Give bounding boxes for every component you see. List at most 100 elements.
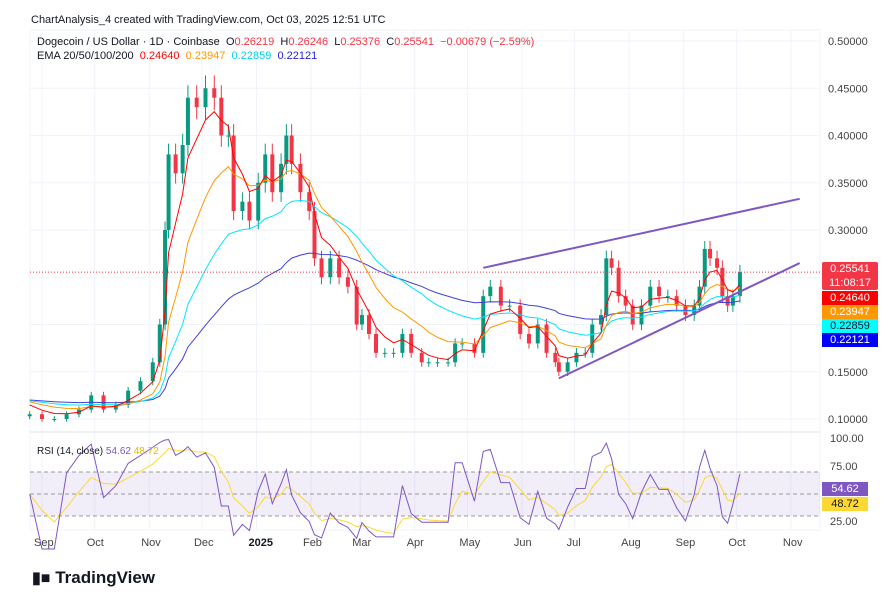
rsi-tick-75: 75.00 <box>830 461 858 473</box>
candle-body <box>391 352 396 354</box>
candle-body <box>426 362 431 364</box>
price-tick: 0.40000 <box>828 131 868 143</box>
rsi-line <box>29 439 741 550</box>
candle-body <box>702 248 707 287</box>
ema100-line <box>29 200 741 406</box>
candle-body <box>609 258 614 268</box>
candle-body <box>409 333 414 353</box>
candle-body <box>52 419 57 420</box>
candle-body <box>526 333 531 344</box>
last-price-label: 0.25541 11:08:17 <box>822 262 878 290</box>
candle-body <box>697 286 702 306</box>
ema50-value: 0.23947 <box>185 50 226 62</box>
candle-body <box>665 296 670 298</box>
open-value: 0.26219 <box>234 36 275 48</box>
tradingview-logo[interactable]: ▮■ TradingView <box>32 568 156 587</box>
candle-body <box>240 201 245 212</box>
ema20-line <box>29 110 741 415</box>
time-tick: May <box>459 537 480 549</box>
tv-logo-icon: ▮■ <box>32 570 51 587</box>
ema100-value: 0.22859 <box>231 50 272 62</box>
candle-body <box>630 305 635 325</box>
candle-body <box>203 88 208 108</box>
plot-frame <box>29 29 821 531</box>
trendline-lower <box>558 262 801 380</box>
candle-body <box>113 404 118 410</box>
time-tick: Aug <box>621 537 641 549</box>
rsi-ma-value: 48.72 <box>133 446 159 457</box>
price-tick: 0.50000 <box>828 36 868 48</box>
candle-body <box>247 201 252 221</box>
candle-body <box>337 258 342 278</box>
candle-body <box>298 163 303 193</box>
rsi-label[interactable]: RSI (14, close) <box>37 446 104 457</box>
time-tick: Feb <box>303 537 322 549</box>
ema100-label: 0.22859 <box>822 319 878 333</box>
candle-body <box>544 324 549 353</box>
candle-body <box>419 352 424 363</box>
ema50-line <box>29 165 741 410</box>
candle-body <box>400 333 405 353</box>
time-tick: Mar <box>352 537 371 549</box>
candle-body <box>345 277 350 287</box>
countdown: 11:08:17 <box>828 277 871 289</box>
candle-body <box>226 135 231 137</box>
ema-label[interactable]: EMA 20/50/100/200 <box>37 50 134 62</box>
time-tick: Nov <box>141 537 161 549</box>
candle-body <box>599 315 604 325</box>
candle-body <box>715 258 720 268</box>
candle-body <box>284 135 289 164</box>
time-tick: Nov <box>783 537 803 549</box>
candle-body <box>279 163 284 193</box>
candle-body <box>312 211 317 259</box>
ohlc-legend: Dogecoin / US Dollar · 1D · Coinbase O0.… <box>37 36 534 48</box>
candle-body <box>574 352 579 363</box>
symbol-title[interactable]: Dogecoin / US Dollar · 1D · Coinbase <box>37 36 220 48</box>
candle-body <box>263 154 268 183</box>
candle-body <box>27 414 32 417</box>
candle-body <box>359 315 364 325</box>
ema50-label: 0.23947 <box>822 305 878 319</box>
candle-body <box>382 352 387 354</box>
candle-body <box>185 97 190 145</box>
ema-legend: EMA 20/50/100/200 0.24640 0.23947 0.2285… <box>37 50 317 62</box>
candle-body <box>488 286 493 297</box>
candle-body <box>565 362 570 372</box>
time-tick: Sep <box>34 537 54 549</box>
candle-body <box>507 305 512 307</box>
candle-body <box>150 362 155 382</box>
time-tick: Apr <box>407 537 424 549</box>
candle-body <box>64 414 69 419</box>
time-tick: Oct <box>87 537 104 549</box>
candle-body <box>289 135 294 164</box>
time-tick: Dec <box>194 537 214 549</box>
candle-body <box>616 267 621 297</box>
candle-body <box>535 324 540 344</box>
high-label: H <box>280 36 289 48</box>
candle-body <box>435 362 440 364</box>
price-tick: 0.45000 <box>828 83 868 95</box>
low-label: L <box>334 36 341 48</box>
candle-body <box>319 258 324 278</box>
created-caption: ChartAnalysis_4 created with TradingView… <box>31 14 386 26</box>
candle-body <box>180 144 185 174</box>
time-tick: 2025 <box>248 537 272 549</box>
rsi-value: 54.62 <box>105 446 131 457</box>
ema200-label: 0.22121 <box>822 333 878 347</box>
candle-body <box>604 258 609 316</box>
candle-body <box>157 324 162 363</box>
candle-body <box>138 381 143 391</box>
candle-body <box>481 296 486 353</box>
trendline-upper <box>483 197 800 269</box>
ema20-label: 0.24640 <box>822 291 878 305</box>
candle-body <box>40 414 44 419</box>
candle-body <box>126 390 131 405</box>
candle-body <box>648 286 653 306</box>
time-tick: Sep <box>676 537 696 549</box>
candle-body <box>212 88 217 98</box>
candle-body <box>354 286 359 325</box>
low-value: 0.25376 <box>340 36 381 48</box>
time-tick: Jul <box>567 537 581 549</box>
